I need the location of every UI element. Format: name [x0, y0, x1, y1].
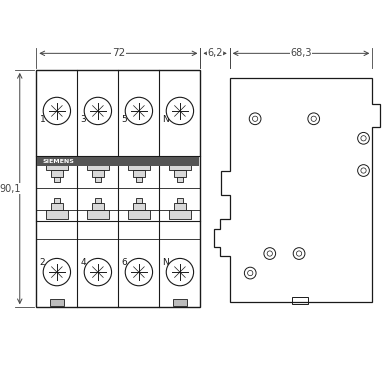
Circle shape — [361, 168, 366, 173]
Bar — [128, 209, 149, 219]
Bar — [51, 203, 63, 209]
Bar — [169, 209, 191, 219]
Circle shape — [125, 258, 152, 286]
Bar — [173, 300, 187, 306]
Circle shape — [84, 97, 112, 125]
Text: SIEMENS: SIEMENS — [42, 159, 74, 164]
Bar — [177, 177, 183, 182]
Circle shape — [293, 248, 305, 259]
Bar — [54, 177, 60, 182]
Bar — [54, 198, 60, 203]
Circle shape — [253, 116, 258, 121]
Polygon shape — [214, 78, 380, 302]
Bar — [292, 298, 308, 304]
Bar — [37, 157, 199, 166]
Circle shape — [296, 251, 302, 256]
Bar — [177, 198, 183, 203]
Circle shape — [358, 132, 369, 144]
Text: 6,2: 6,2 — [208, 49, 223, 59]
Bar — [133, 169, 145, 177]
Bar — [50, 300, 64, 306]
Text: 72: 72 — [112, 49, 125, 59]
Text: 5: 5 — [122, 115, 127, 124]
Text: N: N — [162, 258, 169, 267]
Bar — [174, 169, 186, 177]
Text: N: N — [162, 115, 169, 124]
Circle shape — [166, 97, 194, 125]
Bar — [92, 203, 104, 209]
Bar — [169, 158, 191, 169]
Circle shape — [125, 97, 152, 125]
Circle shape — [166, 258, 194, 286]
Bar — [133, 203, 145, 209]
Bar — [92, 169, 104, 177]
Text: 90,1: 90,1 — [0, 184, 21, 194]
Circle shape — [248, 270, 253, 276]
Bar — [136, 177, 142, 182]
Text: 2: 2 — [40, 258, 45, 267]
Bar — [128, 158, 149, 169]
Text: 4: 4 — [81, 258, 86, 267]
Text: 6: 6 — [122, 258, 127, 267]
Circle shape — [358, 165, 369, 176]
Bar — [46, 158, 67, 169]
Bar — [87, 209, 109, 219]
Circle shape — [308, 113, 320, 125]
Circle shape — [361, 136, 366, 141]
Text: 3: 3 — [80, 115, 86, 124]
Circle shape — [267, 251, 273, 256]
Circle shape — [43, 258, 70, 286]
Circle shape — [244, 267, 256, 279]
Bar — [136, 198, 142, 203]
Bar — [46, 209, 67, 219]
Bar — [95, 198, 101, 203]
Text: 1: 1 — [40, 115, 45, 124]
Bar — [95, 177, 101, 182]
Text: 68,3: 68,3 — [290, 49, 312, 59]
Circle shape — [249, 113, 261, 125]
Bar — [174, 203, 186, 209]
Circle shape — [264, 248, 276, 259]
Circle shape — [311, 116, 316, 121]
Bar — [36, 70, 201, 307]
Circle shape — [84, 258, 112, 286]
Bar — [51, 169, 63, 177]
Circle shape — [43, 97, 70, 125]
Bar — [87, 158, 109, 169]
